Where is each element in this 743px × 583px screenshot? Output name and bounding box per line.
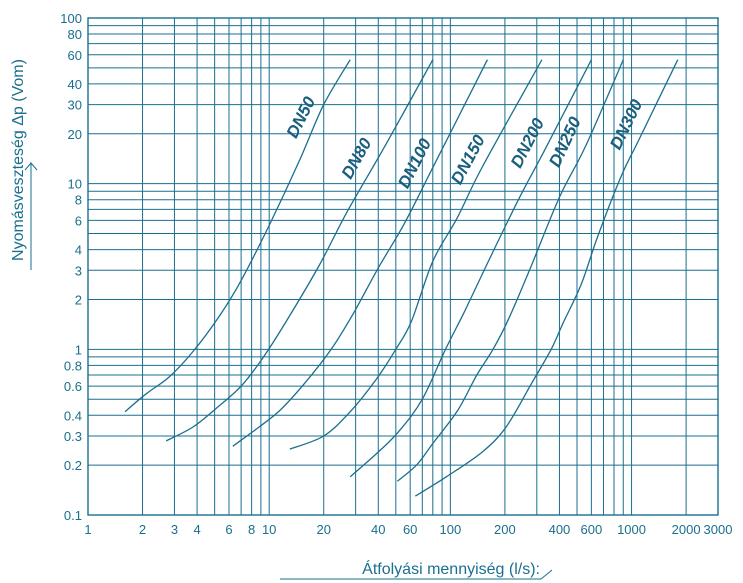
x-axis-title: Átfolyási mennyiség (l/s):: [362, 559, 540, 578]
series-line-dn100: [232, 59, 488, 447]
series-line-dn150: [289, 59, 543, 450]
x-tick-label: 100: [440, 522, 462, 537]
x-tick-label: 10: [262, 522, 276, 537]
y-tick-label: 3: [75, 263, 82, 278]
series-label-dn80: DN80: [338, 134, 376, 182]
y-tick-label: 40: [68, 77, 82, 92]
y-tick-label: 2: [75, 292, 82, 307]
y-tick-label: 0.8: [64, 358, 82, 373]
series-lines: [124, 59, 679, 497]
x-tick-label: 40: [371, 522, 385, 537]
y-axis-title: Nyomásveszteség Δp (Vom): [10, 59, 27, 261]
x-tick-label: 60: [403, 522, 417, 537]
x-tick-label: 2: [139, 522, 146, 537]
series-line-dn200: [349, 59, 592, 478]
y-tick-label: 60: [68, 48, 82, 63]
grid: [87, 17, 719, 516]
series-line-dn250: [396, 59, 624, 482]
x-tick-label: 4: [193, 522, 200, 537]
series-line-dn80: [165, 59, 434, 442]
x-tick-labels: 1 2 3 4 6 8 10 20 40 60 100 200 400 600 1000 2000 3000: [84, 522, 732, 537]
y-tick-label: 10: [68, 177, 82, 192]
x-tick-label: 600: [581, 522, 603, 537]
y-tick-label: 0.1: [64, 508, 82, 523]
y-tick-label: 8: [75, 193, 82, 208]
y-tick-label: 6: [75, 213, 82, 228]
y-tick-label: 0.6: [64, 379, 82, 394]
y-tick-label: 80: [68, 27, 82, 42]
series-label-dn150: DN150: [447, 131, 489, 187]
y-tick-label: 4: [75, 243, 82, 258]
y-tick-label: 20: [68, 127, 82, 142]
series-label-dn250: DN250: [545, 113, 585, 169]
plot-frame: [87, 17, 719, 516]
x-tick-label: 400: [549, 522, 571, 537]
y-tick-label: 100: [60, 11, 82, 26]
x-tick-label: 200: [494, 522, 516, 537]
x-tick-label: 20: [316, 522, 330, 537]
x-tick-label: 3000: [704, 522, 733, 537]
y-tick-label: 0.2: [64, 458, 82, 473]
x-tick-label: 2000: [672, 522, 701, 537]
y-tick-label: 30: [68, 98, 82, 113]
y-axis-arrow: [24, 161, 38, 270]
y-tick-label: 0.4: [64, 408, 82, 423]
x-tick-label: 1000: [617, 522, 646, 537]
x-tick-label: 6: [225, 522, 232, 537]
series-line-dn50: [124, 59, 351, 413]
x-axis-arrow: [280, 569, 553, 580]
series-label-dn200: DN200: [507, 115, 549, 171]
series-line-dn300: [414, 59, 679, 497]
x-tick-label: 1: [84, 522, 91, 537]
x-tick-label: 8: [248, 522, 255, 537]
x-tick-label: 3: [171, 522, 178, 537]
series-label-dn100: DN100: [394, 135, 435, 191]
y-tick-label: 0.3: [64, 429, 82, 444]
y-tick-label: 1: [75, 342, 82, 357]
